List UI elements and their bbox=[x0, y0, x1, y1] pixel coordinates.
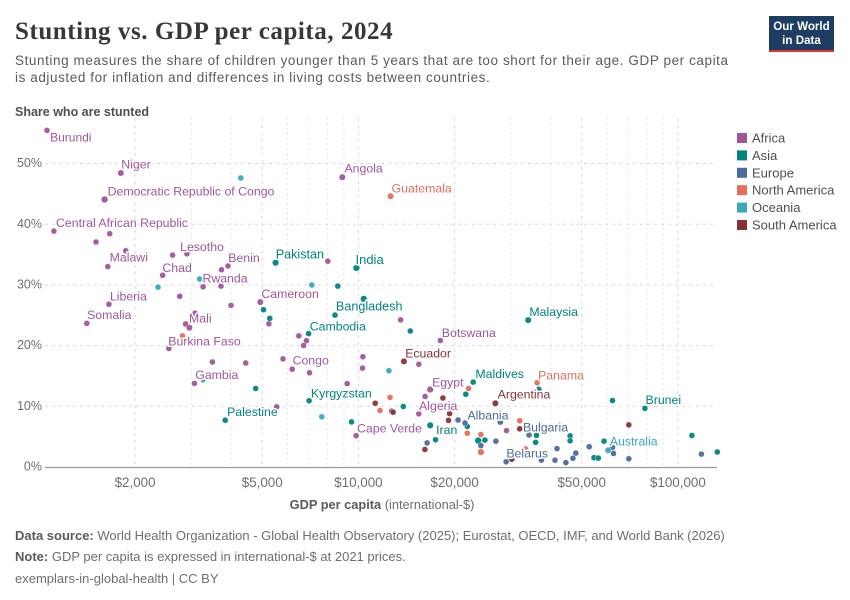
svg-text:$5,000: $5,000 bbox=[242, 475, 283, 490]
svg-text:GDP per capita (international-: GDP per capita (international-$) bbox=[290, 497, 475, 512]
svg-text:$10,000: $10,000 bbox=[334, 475, 382, 490]
svg-text:30%: 30% bbox=[17, 278, 42, 292]
svg-text:Kyrgyzstan: Kyrgyzstan bbox=[311, 386, 372, 400]
svg-text:Mali: Mali bbox=[189, 311, 212, 325]
svg-text:Democratic Republic of Congo: Democratic Republic of Congo bbox=[108, 184, 275, 198]
svg-text:Guatemala: Guatemala bbox=[392, 181, 452, 195]
svg-text:Botswana: Botswana bbox=[442, 326, 496, 340]
svg-text:Panama: Panama bbox=[538, 369, 584, 383]
svg-text:Cape Verde: Cape Verde bbox=[357, 421, 422, 435]
svg-text:Burundi: Burundi bbox=[50, 131, 91, 145]
svg-text:Bulgaria: Bulgaria bbox=[523, 420, 568, 434]
svg-text:Brunei: Brunei bbox=[646, 393, 682, 407]
svg-text:Egypt: Egypt bbox=[432, 375, 464, 389]
svg-text:North America: North America bbox=[752, 183, 835, 198]
svg-text:Argentina: Argentina bbox=[498, 388, 551, 402]
svg-text:Ecuador: Ecuador bbox=[405, 346, 451, 360]
svg-text:0%: 0% bbox=[24, 460, 42, 474]
svg-text:India: India bbox=[355, 252, 384, 267]
svg-text:Gambia: Gambia bbox=[195, 368, 238, 382]
svg-text:Central African Republic: Central African Republic bbox=[56, 216, 188, 230]
svg-text:Burkina Faso: Burkina Faso bbox=[168, 334, 241, 348]
svg-text:Lesotho: Lesotho bbox=[180, 240, 224, 254]
svg-text:Africa: Africa bbox=[752, 131, 786, 146]
svg-text:Palestine: Palestine bbox=[227, 405, 278, 419]
svg-text:$50,000: $50,000 bbox=[557, 475, 605, 490]
svg-text:$100,000: $100,000 bbox=[650, 475, 706, 490]
svg-text:Benin: Benin bbox=[228, 251, 260, 265]
svg-text:20%: 20% bbox=[17, 338, 42, 352]
svg-text:Iran: Iran bbox=[436, 423, 457, 437]
svg-text:Somalia: Somalia bbox=[87, 308, 132, 322]
svg-text:Rwanda: Rwanda bbox=[202, 271, 247, 285]
svg-text:Malawi: Malawi bbox=[110, 251, 148, 265]
svg-text:10%: 10% bbox=[17, 399, 42, 413]
svg-text:Cameroon: Cameroon bbox=[261, 287, 319, 301]
svg-text:Liberia: Liberia bbox=[110, 290, 147, 304]
svg-text:Angola: Angola bbox=[344, 161, 382, 175]
svg-text:Australia: Australia bbox=[610, 435, 658, 449]
svg-text:50%: 50% bbox=[17, 156, 42, 170]
svg-text:$20,000: $20,000 bbox=[430, 475, 478, 490]
svg-text:Asia: Asia bbox=[752, 148, 778, 163]
svg-text:Congo: Congo bbox=[293, 353, 329, 367]
svg-text:Oceania: Oceania bbox=[752, 200, 801, 215]
svg-text:South America: South America bbox=[752, 218, 837, 233]
svg-text:Europe: Europe bbox=[752, 165, 794, 180]
svg-text:Cambodia: Cambodia bbox=[310, 319, 366, 333]
svg-text:Algeria: Algeria bbox=[419, 399, 457, 413]
svg-text:Niger: Niger bbox=[121, 158, 150, 172]
svg-text:Chad: Chad bbox=[162, 261, 192, 275]
svg-text:$2,000: $2,000 bbox=[115, 475, 156, 490]
svg-text:Malaysia: Malaysia bbox=[529, 305, 578, 319]
svg-text:40%: 40% bbox=[17, 217, 42, 231]
svg-text:Belarus: Belarus bbox=[506, 446, 548, 460]
svg-text:Albania: Albania bbox=[467, 409, 508, 423]
svg-text:Pakistan: Pakistan bbox=[276, 248, 324, 262]
svg-text:Bangladesh: Bangladesh bbox=[336, 300, 403, 314]
svg-text:Maldives: Maldives bbox=[475, 367, 524, 381]
